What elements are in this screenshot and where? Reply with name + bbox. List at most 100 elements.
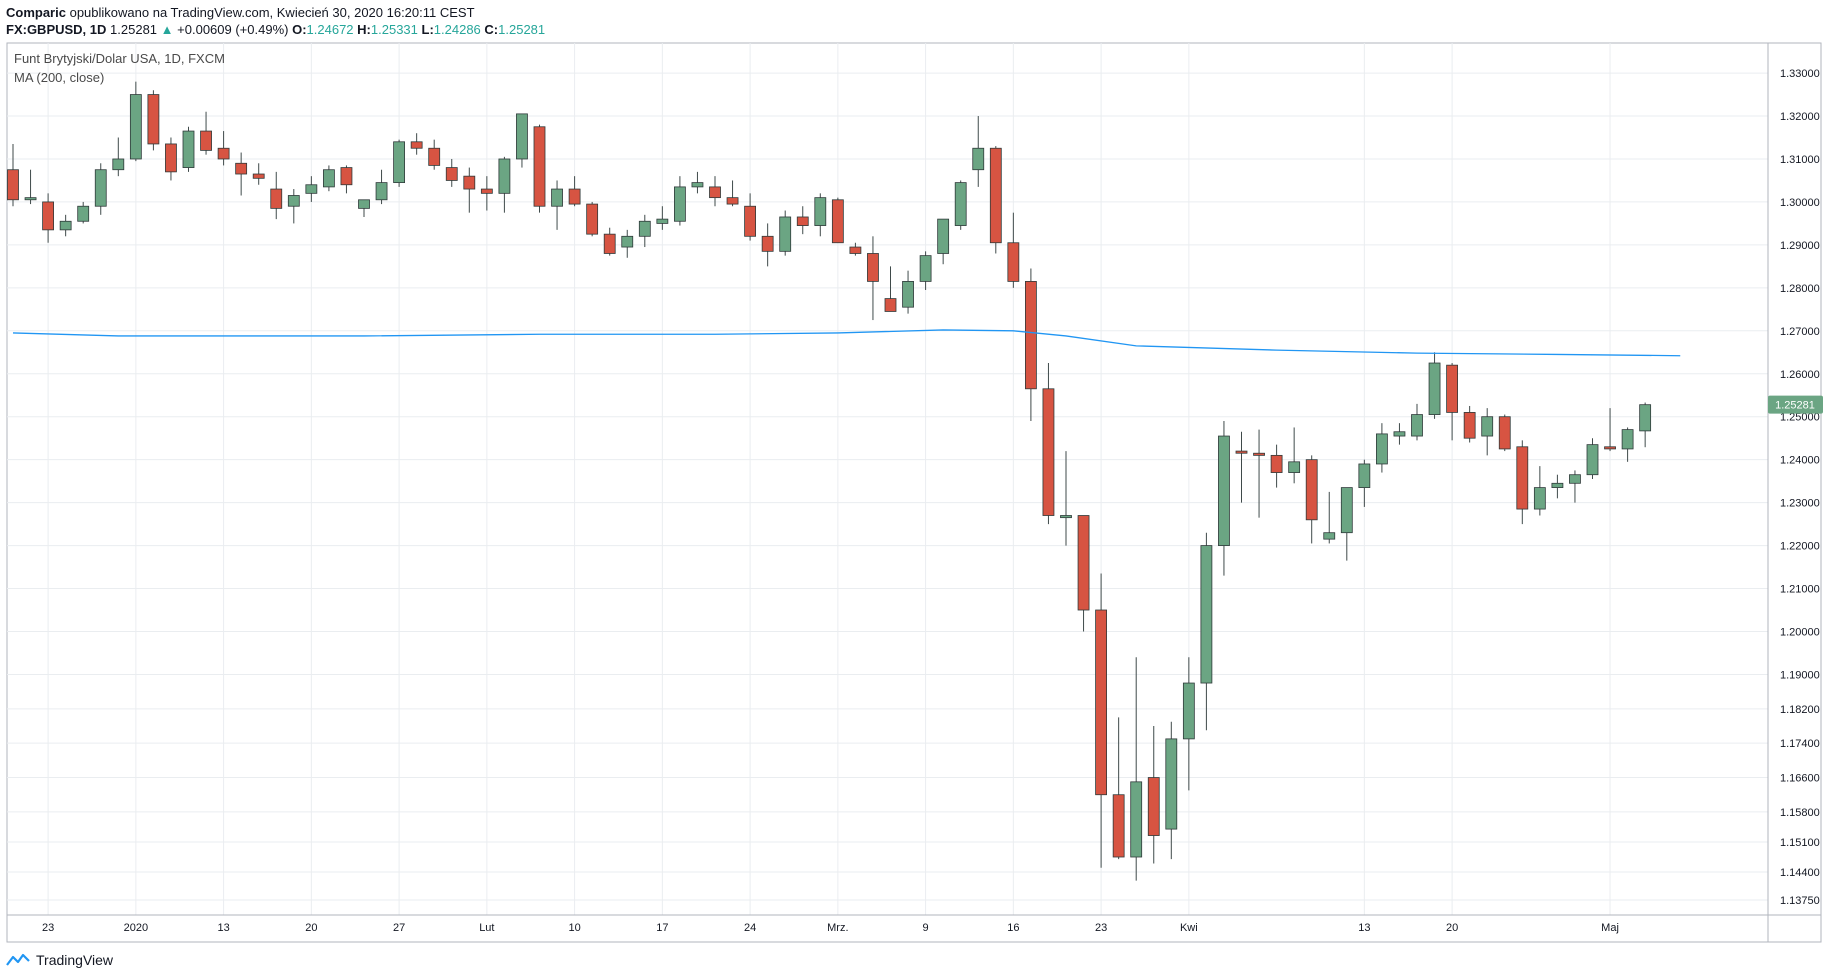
candle bbox=[1060, 451, 1072, 546]
candle bbox=[165, 137, 177, 181]
candle-body-up bbox=[1551, 482, 1564, 488]
candle bbox=[902, 270, 914, 314]
candle bbox=[463, 167, 476, 213]
close-value: 1.25281 bbox=[498, 22, 546, 37]
time-tick-label: 13 bbox=[1358, 922, 1370, 934]
candle-body-down bbox=[849, 246, 862, 254]
candle bbox=[1200, 532, 1213, 731]
time-tick-label: 20 bbox=[305, 922, 317, 934]
last-price: 1.25281 bbox=[110, 22, 158, 37]
candle-body-down bbox=[796, 216, 809, 226]
candle bbox=[1340, 487, 1353, 561]
candle bbox=[129, 81, 142, 162]
candle bbox=[1393, 423, 1406, 445]
price-tick-label: 1.31000 bbox=[1780, 154, 1820, 166]
candle bbox=[1428, 352, 1441, 419]
candle-body-down bbox=[217, 147, 230, 160]
price-tick-label: 1.22000 bbox=[1780, 541, 1820, 553]
time-tick-label: 24 bbox=[744, 922, 756, 934]
candle-body-down bbox=[1604, 446, 1616, 450]
candle-body-up bbox=[779, 216, 792, 252]
candle bbox=[1270, 444, 1283, 488]
price-tick-label: 1.26000 bbox=[1780, 369, 1820, 381]
price-tick-label: 1.20000 bbox=[1780, 626, 1820, 638]
candle-body-down bbox=[533, 126, 546, 207]
candle bbox=[1569, 470, 1581, 503]
candle bbox=[1551, 474, 1564, 499]
high-label: H: bbox=[357, 22, 371, 37]
candle-body-up bbox=[937, 218, 950, 254]
candle bbox=[779, 210, 792, 256]
price-tick-label: 1.29000 bbox=[1780, 240, 1820, 252]
publisher-name[interactable]: Comparic bbox=[6, 5, 66, 20]
candle bbox=[1358, 459, 1371, 507]
candle-body-down bbox=[586, 203, 599, 235]
price-tick-label: 1.16600 bbox=[1780, 773, 1820, 785]
candle bbox=[1095, 573, 1107, 868]
candle-body-down bbox=[480, 188, 493, 194]
candle bbox=[849, 242, 862, 256]
candle bbox=[287, 189, 300, 224]
price-tick-label: 1.23000 bbox=[1780, 498, 1820, 510]
candle bbox=[516, 113, 528, 168]
chart-frame bbox=[6, 42, 1822, 943]
time-axis[interactable]: 23 2020 13 20 27 Lut 10 17 24 Mrz. 9 16 23 Kwi 13 20 Maj bbox=[42, 922, 1619, 934]
last-price-tag: 1.25281 bbox=[1768, 395, 1823, 414]
candle bbox=[59, 214, 72, 237]
candle bbox=[498, 156, 511, 213]
candle bbox=[7, 143, 19, 207]
candle bbox=[252, 163, 265, 185]
candle-body-down bbox=[1253, 452, 1265, 456]
candle-body-up bbox=[1481, 416, 1494, 437]
candle bbox=[1147, 725, 1160, 864]
candle-body-up bbox=[1218, 435, 1230, 546]
candle-body-up bbox=[1182, 682, 1195, 740]
candle bbox=[1042, 363, 1055, 525]
published-text: opublikowano na TradingView.com, Kwiecie… bbox=[69, 5, 475, 20]
candle-body-up bbox=[1376, 433, 1388, 465]
close-label: C: bbox=[484, 22, 499, 37]
candle bbox=[42, 193, 54, 243]
price-tick-label: 1.33000 bbox=[1780, 68, 1820, 80]
candle bbox=[989, 146, 1002, 254]
candle bbox=[358, 199, 370, 217]
candle-body-up bbox=[393, 141, 406, 184]
candle-body-down bbox=[445, 167, 458, 181]
open-value: 1.24672 bbox=[306, 22, 354, 37]
candles bbox=[7, 81, 1652, 881]
candle bbox=[1288, 427, 1301, 484]
price-tick-label: 1.17400 bbox=[1780, 738, 1820, 750]
publication-line: Comparic opublikowano na TradingView.com… bbox=[6, 4, 545, 21]
price-tick-label: 1.13750 bbox=[1780, 895, 1820, 907]
candle bbox=[1130, 657, 1143, 881]
candle bbox=[1621, 427, 1634, 462]
brand-name[interactable]: TradingView bbox=[36, 952, 114, 968]
high-value: 1.25331 bbox=[370, 22, 418, 37]
low-value: 1.24286 bbox=[433, 22, 481, 37]
candle-body-down bbox=[867, 253, 879, 282]
candle-body-up bbox=[621, 235, 634, 248]
candle bbox=[182, 126, 195, 172]
candle bbox=[147, 90, 160, 151]
price-tick-label: 1.27000 bbox=[1780, 326, 1820, 338]
symbol-label: FX:GBPUSD, 1D bbox=[6, 22, 107, 37]
candle bbox=[112, 137, 125, 177]
price-tick-label: 1.15800 bbox=[1780, 807, 1820, 819]
candle-body-up bbox=[94, 169, 107, 207]
price-axis[interactable]: 1.33000 1.32000 1.31000 1.30000 1.29000 1.280… bbox=[1780, 68, 1820, 907]
indicator-label[interactable]: MA (200, close) bbox=[14, 70, 104, 85]
candle-body-down bbox=[463, 175, 476, 190]
candle-body-up bbox=[638, 220, 651, 237]
price-tick-label: 1.32000 bbox=[1780, 111, 1820, 123]
candle-body-down bbox=[761, 235, 774, 252]
candle-body-down bbox=[1463, 412, 1476, 439]
candle bbox=[322, 165, 335, 192]
candle-body-down bbox=[1112, 794, 1125, 858]
candle bbox=[1639, 402, 1652, 448]
candle-body-up bbox=[814, 197, 827, 226]
candle-body-down bbox=[235, 162, 248, 175]
candle-body-down bbox=[1446, 364, 1458, 413]
candle bbox=[884, 266, 897, 312]
candle bbox=[603, 227, 616, 256]
